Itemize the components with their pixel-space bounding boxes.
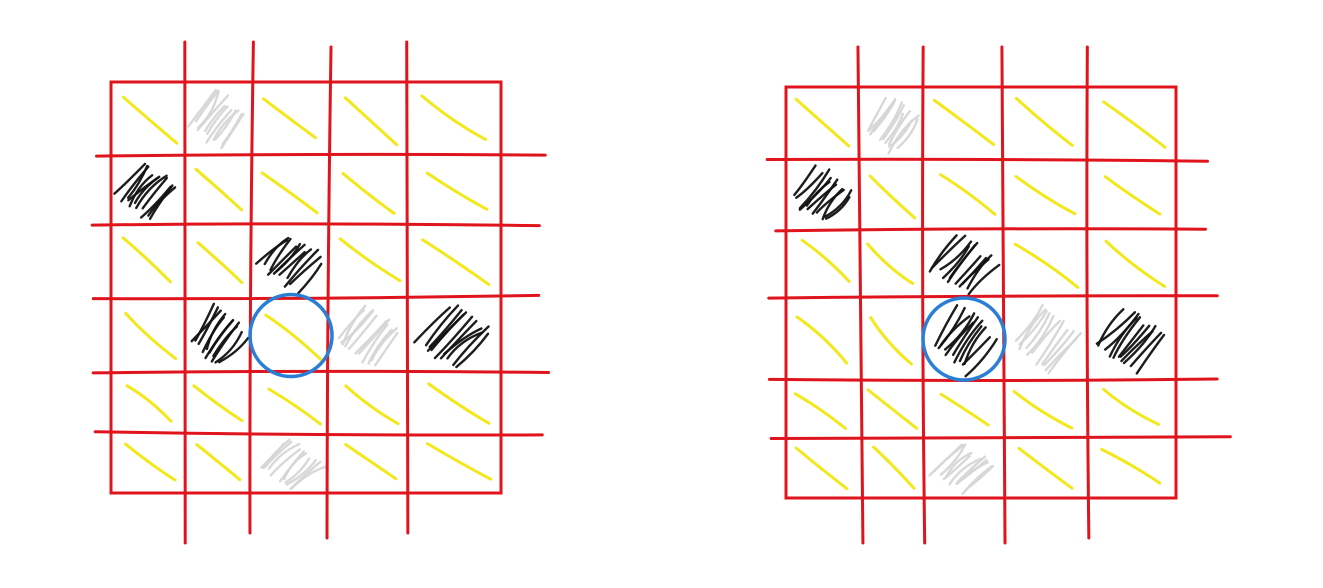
yellow-diagonal-stroke-icon [125,384,173,423]
grid-horizontal-line [90,222,541,228]
white-hatch-icon [867,96,920,155]
yellow-diagonal-stroke-icon [425,442,493,481]
yellow-diagonal-stroke-icon [794,446,849,491]
yellow-diagonal-stroke-icon [1017,446,1074,490]
grid-vertical-line [248,40,255,535]
grid-outer-border [109,80,503,495]
black-hatch-icon [413,304,490,369]
grid-vertical-line [856,45,865,545]
black-hatch-icon [793,164,853,221]
yellow-diagonal-stroke-icon [1013,242,1080,289]
yellow-diagonal-stroke-icon [261,97,318,140]
yellow-diagonal-stroke-icon [344,442,398,481]
white-hatch-icon [928,443,995,496]
yellow-diagonal-stroke-icon [800,238,851,283]
yellow-diagonal-stroke-icon [425,171,489,211]
yellow-diagonal-stroke-icon [194,167,244,212]
yellow-diagonal-stroke-icon [427,382,491,425]
yellow-diagonal-stroke-icon [1104,239,1166,288]
yellow-diagonal-stroke-icon [124,442,177,482]
yellow-diagonal-stroke-icon [122,95,179,145]
yellow-diagonal-stroke-icon [421,238,491,287]
yellow-diagonal-stroke-icon [869,316,913,366]
right-grid-panel [765,45,1232,545]
yellow-diagonal-stroke-icon [932,98,996,147]
grid-vertical-line [325,45,333,540]
black-hatch-icon [928,234,1001,296]
left-grid-panel [90,40,551,545]
yellow-diagonal-stroke-icon [1014,96,1074,147]
grid-vertical-line [405,40,410,535]
cell-contents [793,96,1167,496]
black-hatch-icon [934,304,998,378]
yellow-diagonal-stroke-icon [343,96,399,147]
grid-horizontal-line [765,157,1210,163]
yellow-diagonal-stroke-icon [341,172,396,215]
yellow-diagonal-stroke-icon [1102,100,1167,149]
yellow-diagonal-stroke-icon [124,311,178,361]
yellow-diagonal-stroke-icon [420,94,487,141]
grid-horizontal-line [95,152,547,158]
yellow-diagonal-stroke-icon [267,387,322,426]
grid-horizontal-line [91,369,551,375]
grid-horizontal-line [91,293,541,301]
yellow-diagonal-stroke-icon [192,384,244,423]
yellow-diagonal-stroke-icon [1014,175,1077,216]
yellow-diagonal-stroke-icon [344,384,400,426]
grid-horizontal-line [767,377,1219,382]
yellow-diagonal-stroke-icon [264,313,324,363]
white-hatch-icon [1014,303,1082,375]
grid-horizontal-line [93,430,544,437]
grid-vertical-line [1085,45,1091,540]
yellow-diagonal-stroke-icon [1012,389,1074,430]
yellow-diagonal-stroke-icon [260,171,319,215]
grid-vertical-line [183,40,188,545]
yellow-diagonal-stroke-icon [794,97,851,148]
yellow-diagonal-stroke-icon [196,241,244,285]
white-hatch-icon [260,438,328,490]
white-hatch-icon [187,88,245,150]
yellow-diagonal-stroke-icon [866,242,915,285]
yellow-diagonal-stroke-icon [793,392,847,430]
yellow-diagonal-stroke-icon [1102,387,1160,426]
grid-lines [765,45,1232,545]
yellow-diagonal-stroke-icon [795,315,849,365]
cell-contents [113,88,493,490]
grid-horizontal-line [767,294,1219,300]
grid-horizontal-line [774,227,1208,233]
yellow-diagonal-stroke-icon [868,174,917,220]
grid-horizontal-line [769,435,1232,441]
yellow-diagonal-stroke-icon [1103,175,1162,216]
yellow-diagonal-stroke-icon [939,392,990,427]
grid-outer-border [784,85,1178,500]
yellow-diagonal-stroke-icon [1100,447,1162,485]
yellow-diagonal-stroke-icon [872,445,916,490]
black-hatch-icon [1095,308,1166,375]
yellow-diagonal-stroke-icon [939,173,997,216]
black-hatch-icon [190,302,250,364]
black-hatch-icon [255,236,323,295]
yellow-diagonal-stroke-icon [866,388,919,430]
yellow-diagonal-stroke-icon [338,237,402,283]
blue-circle-icon [248,292,334,379]
grid-vertical-line [921,45,927,545]
grid-lines [90,40,551,545]
blue-circle-icon [921,296,1007,382]
yellow-diagonal-stroke-icon [121,236,172,284]
white-hatch-icon [337,304,399,367]
yellow-diagonal-stroke-icon [195,443,242,482]
black-hatch-icon [113,162,177,221]
